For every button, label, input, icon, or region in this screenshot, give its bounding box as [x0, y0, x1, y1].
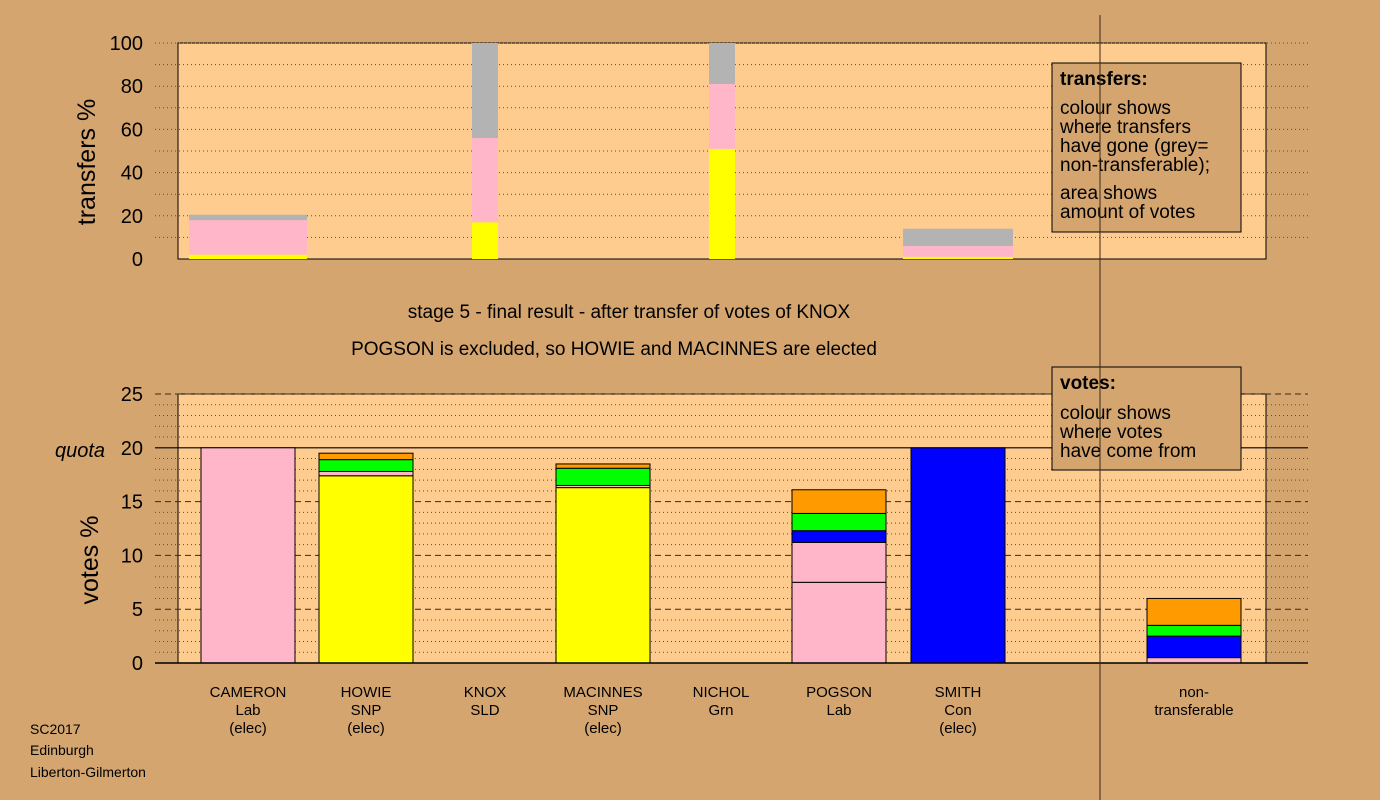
votes-legend-title: votes:	[1060, 373, 1116, 394]
y-tick-label: 15	[121, 492, 143, 514]
votes-legend: votes: colour shows where votes have com…	[1051, 366, 1242, 471]
footer-line: Edinburgh	[30, 742, 94, 758]
vote-bar-segment	[318, 452, 414, 461]
y-tick-label: 0	[132, 653, 143, 675]
vote-bar-segment	[200, 447, 296, 664]
y-tick-label: 0	[132, 249, 143, 271]
x-category-label: HOWIE	[341, 684, 392, 701]
footer-line: SC2017	[30, 721, 81, 737]
vote-bar-segment	[1146, 657, 1242, 664]
votes-legend-line: colour shows	[1060, 403, 1171, 424]
y-tick-label: 10	[121, 545, 143, 567]
y-tick-label: 5	[132, 599, 143, 621]
vote-bar-segment	[1146, 635, 1242, 659]
y-tick-label: 80	[121, 76, 143, 98]
transfers-legend-line: amount of votes	[1060, 202, 1195, 223]
transfer-bar-segment	[189, 220, 307, 255]
transfer-bar-segment	[472, 222, 498, 259]
x-category-label: SNP	[588, 702, 619, 719]
transfers-legend-line: where transfers	[1059, 117, 1191, 138]
vote-bar-segment	[791, 530, 887, 543]
vote-bar-segment	[791, 512, 887, 532]
vote-bar-segment	[791, 489, 887, 514]
x-category-label: Lab	[235, 702, 260, 719]
votes-y-ticks: 0 5 10 15 20 25	[121, 384, 143, 675]
vote-bar-segment	[1146, 624, 1242, 637]
stage-title: stage 5 - final result - after transfer …	[408, 302, 851, 323]
transfer-bar-segment	[189, 214, 307, 221]
x-category-label: NICHOL	[693, 684, 750, 701]
x-category-label: KNOX	[464, 684, 507, 701]
x-category-label: SMITH	[935, 684, 982, 701]
stage-subtitle: POGSON is excluded, so HOWIE and MACINNE…	[351, 339, 877, 360]
transfer-bar-segment	[709, 84, 735, 149]
vote-bar-segment	[318, 475, 414, 664]
footer-line: Liberton-Gilmerton	[30, 764, 146, 780]
transfer-bar-segment	[709, 43, 735, 85]
transfers-chart: 0 20 40 60 80 100 transfers % transfers: colo…	[73, 33, 1308, 271]
vote-bar-segment	[791, 581, 887, 664]
transfer-bar-segment	[472, 43, 498, 139]
x-category-label: Grn	[708, 702, 733, 719]
x-category-label: (elec)	[939, 720, 977, 737]
x-category-label: MACINNES	[563, 684, 642, 701]
transfers-legend-line: colour shows	[1060, 98, 1171, 119]
transfers-legend-box	[1051, 62, 1242, 233]
votes-bars	[155, 447, 1308, 664]
transfer-bar-segment	[903, 256, 1013, 259]
vote-bar-segment	[318, 459, 414, 472]
votes-y-axis-label: votes %	[76, 516, 104, 605]
votes-legend-line: where votes	[1059, 422, 1162, 443]
y-tick-label: 20	[121, 206, 143, 228]
x-category-label: Lab	[826, 702, 851, 719]
transfer-bar-segment	[903, 228, 1013, 247]
transfer-bar-segment	[189, 254, 307, 259]
transfer-bar-segment	[709, 148, 735, 259]
y-tick-label: 25	[121, 384, 143, 406]
transfer-bar-segment	[472, 138, 498, 223]
vote-bar-segment	[555, 467, 651, 486]
y-tick-label: 20	[121, 438, 143, 460]
vote-bar-segment	[318, 470, 414, 477]
x-category-label: Con	[944, 702, 972, 719]
x-category-label: (elec)	[347, 720, 385, 737]
transfers-legend-title: transfers:	[1060, 69, 1148, 90]
x-category-label: SNP	[351, 702, 382, 719]
y-tick-label: 40	[121, 163, 143, 185]
transfers-legend-line: non-transferable);	[1060, 155, 1210, 176]
transfers-y-ticks: 0 20 40 60 80 100	[110, 33, 143, 271]
vote-bar-segment	[555, 463, 651, 469]
x-category-label: (elec)	[584, 720, 622, 737]
transfers-legend-line: have gone (grey=	[1060, 136, 1208, 157]
x-category-label: non-	[1179, 684, 1209, 701]
footer: SC2017 Edinburgh Liberton-Gilmerton	[30, 721, 146, 780]
x-category-label: transferable	[1154, 702, 1233, 719]
y-tick-label: 100	[110, 33, 143, 55]
transfer-bar-segment	[903, 246, 1013, 257]
vote-bar-segment	[910, 447, 1006, 664]
votes-legend-box	[1051, 366, 1242, 471]
vote-bar-segment	[1146, 597, 1242, 626]
quota-label: quota	[55, 440, 105, 462]
vote-bar-segment	[791, 541, 887, 583]
y-tick-label: 60	[121, 119, 143, 141]
x-category-label: (elec)	[229, 720, 267, 737]
x-category-label: SLD	[470, 702, 499, 719]
x-category-label: CAMERON	[210, 684, 287, 701]
transfers-y-axis-label: transfers %	[73, 99, 101, 225]
transfers-bars	[189, 43, 1013, 259]
x-category-label: POGSON	[806, 684, 872, 701]
transfers-legend: transfers: colour shows where transfers …	[1051, 62, 1242, 233]
transfers-legend-line: area shows	[1060, 183, 1157, 204]
vote-bar-segment	[555, 487, 651, 664]
votes-legend-line: have come from	[1060, 441, 1196, 462]
votes-x-labels: CAMERONLab(elec)HOWIESNP(elec)KNOXSLDMAC…	[210, 684, 1234, 737]
